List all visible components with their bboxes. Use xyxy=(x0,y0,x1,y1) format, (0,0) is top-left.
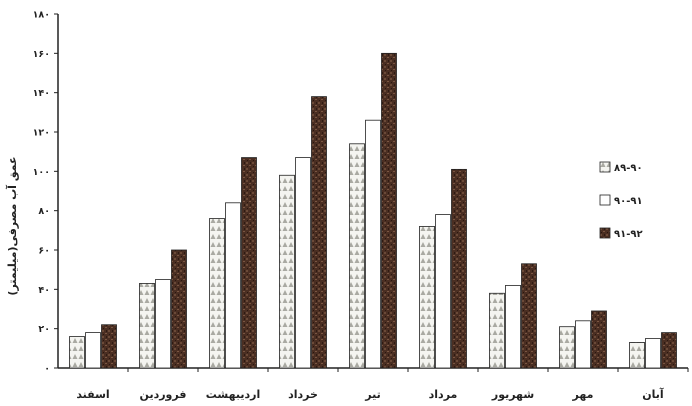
bar-3-2 xyxy=(171,249,187,369)
y-tick-label: ۱۴۰ xyxy=(33,88,50,99)
bar-1-7 xyxy=(489,292,505,369)
bar-1-3 xyxy=(209,218,225,369)
bar-2-7 xyxy=(505,284,521,369)
y-tick-label: ۰ xyxy=(44,364,50,375)
category-label: مهر xyxy=(572,388,594,401)
category-label: آبان xyxy=(642,387,664,401)
category-label: خرداد xyxy=(288,388,318,401)
category-label: اردیبهشت xyxy=(206,388,260,401)
bar-3-3 xyxy=(241,157,257,369)
bar-1-9 xyxy=(629,342,645,369)
bar-3-7 xyxy=(521,263,537,369)
bar-3-1 xyxy=(101,324,117,369)
bar-1-5 xyxy=(349,143,365,369)
y-tick-label: ۲۰ xyxy=(38,324,50,335)
legend-swatch xyxy=(599,227,611,239)
legend: ۸۹-۹۰ ۹۰-۹۱ ۹۱-۹۲ xyxy=(599,161,643,240)
legend-swatch xyxy=(599,194,611,206)
bar-2-6 xyxy=(435,214,451,369)
category-labels: اسفند فروردین اردیبهشت خرداد تیر مرداد شهریور م… xyxy=(76,368,689,401)
legend-label: ۸۹-۹۰ xyxy=(614,163,643,174)
bar-1-2 xyxy=(139,283,155,369)
bar-3-5 xyxy=(381,52,397,369)
bar-2-4 xyxy=(295,157,311,369)
y-tick-labels: ۰ ۲۰ ۴۰ ۶۰ ۸۰ ۱۰۰ ۱۲۰ ۱۴۰ ۱۶۰ ۱۸۰ xyxy=(33,10,58,375)
bar-3-8 xyxy=(591,310,607,369)
bar-1-8 xyxy=(559,326,575,369)
bar-1-4 xyxy=(279,174,295,369)
bar-1-6 xyxy=(419,225,435,369)
y-tick-label: ۱۸۰ xyxy=(33,10,50,21)
bar-2-8 xyxy=(575,320,591,369)
bar-3-4 xyxy=(311,96,327,369)
bars xyxy=(69,52,677,369)
y-tick-label: ۱۰۰ xyxy=(33,167,50,178)
bar-2-3 xyxy=(225,202,241,369)
legend-swatch xyxy=(599,161,611,173)
bar-3-6 xyxy=(451,168,467,369)
category-label: تیر xyxy=(364,388,380,401)
y-axis-label: عمق آب مصرفی(میلیمتر) xyxy=(5,156,19,295)
legend-label: ۹۱-۹۲ xyxy=(614,229,643,240)
y-tick-label: ۶۰ xyxy=(38,246,50,257)
legend-label: ۹۰-۹۱ xyxy=(614,196,643,207)
y-tick-label: ۸۰ xyxy=(38,206,50,217)
category-label: مرداد xyxy=(429,388,458,401)
y-tick-label: ۱۲۰ xyxy=(33,128,50,139)
bar-3-9 xyxy=(661,332,677,369)
y-tick-label: ۴۰ xyxy=(38,285,50,296)
category-label: فروردین xyxy=(140,388,187,401)
bar-1-1 xyxy=(69,336,85,369)
category-label: شهریور xyxy=(491,388,534,401)
bar-2-2 xyxy=(155,279,171,369)
bar-2-9 xyxy=(645,338,661,369)
bar-2-5 xyxy=(365,119,381,369)
bar-2-1 xyxy=(85,332,101,369)
category-label: اسفند xyxy=(76,388,109,401)
y-tick-label: ۱۶۰ xyxy=(33,49,50,60)
